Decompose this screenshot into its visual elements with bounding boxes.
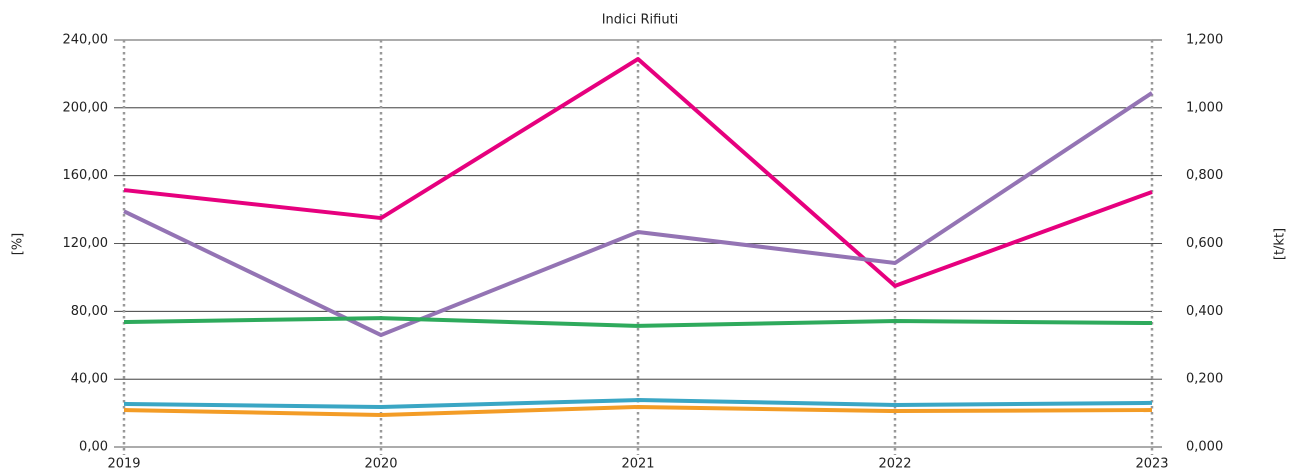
y-tick-label: 240,00 bbox=[63, 33, 109, 48]
y2-axis-label: [t/kt] bbox=[1273, 228, 1288, 260]
y-tick-label: 160,00 bbox=[63, 168, 109, 183]
y2-tick-label: 0,000 bbox=[1186, 440, 1223, 455]
x-tick-label: 2019 bbox=[107, 457, 140, 472]
line-series bbox=[123, 404, 1153, 417]
y2-tick-label: 0,200 bbox=[1186, 372, 1223, 387]
y2-tick-label: 1,200 bbox=[1186, 33, 1223, 48]
line-series bbox=[123, 316, 1153, 328]
y-tick-label: 0,00 bbox=[79, 440, 108, 455]
y2-tick-label: 0,800 bbox=[1186, 168, 1223, 183]
y-tick-label: 40,00 bbox=[71, 372, 108, 387]
line-series bbox=[123, 398, 1153, 409]
y-axis-label: [%] bbox=[11, 233, 26, 256]
y2-tick-label: 0,600 bbox=[1186, 236, 1223, 251]
chart-title: Indici Rifiuti bbox=[602, 13, 679, 28]
line-series bbox=[123, 56, 1153, 288]
y2-tick-label: 1,000 bbox=[1186, 100, 1223, 115]
x-tick-label: 2022 bbox=[878, 457, 911, 472]
x-tick-label: 2020 bbox=[364, 457, 397, 472]
y-tick-label: 80,00 bbox=[71, 304, 108, 319]
x-tick-label: 2023 bbox=[1135, 457, 1168, 472]
line-series bbox=[123, 91, 1154, 338]
x-tick-label: 2021 bbox=[621, 457, 654, 472]
y2-tick-label: 0,400 bbox=[1186, 304, 1223, 319]
y-tick-label: 120,00 bbox=[63, 236, 109, 251]
y-tick-label: 200,00 bbox=[63, 100, 109, 115]
